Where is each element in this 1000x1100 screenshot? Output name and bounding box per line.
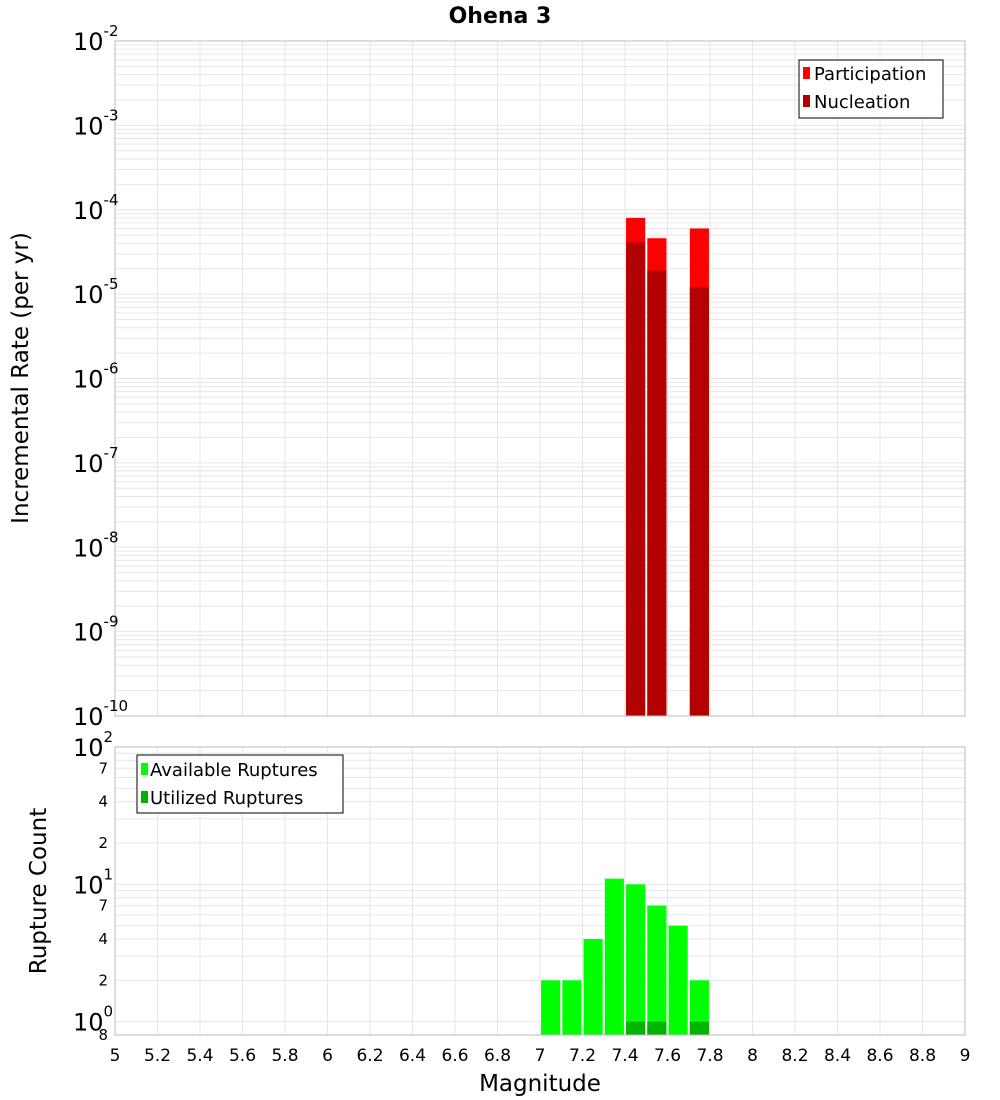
- bottom-y-minor-tick-label: 7: [98, 759, 108, 777]
- bottom-bars: [541, 878, 709, 1035]
- bottom-y-major-tick-label: 100: [73, 1003, 113, 1037]
- nucleation-bar: [689, 287, 709, 716]
- top-y-tick-label: 10-2: [73, 22, 119, 56]
- top-y-tick-label: 10-4: [73, 191, 119, 225]
- available-ruptures-bar: [583, 939, 603, 1035]
- x-tick-label: 7.4: [611, 1046, 638, 1066]
- x-tick-label: 5.6: [229, 1046, 256, 1066]
- x-tick-label: 7.8: [696, 1046, 723, 1066]
- top-bars: [626, 217, 709, 716]
- x-tick-label: 5.4: [186, 1046, 213, 1066]
- x-tick-label: 8.6: [866, 1046, 893, 1066]
- available-ruptures-bar: [604, 878, 624, 1035]
- x-axis-label: Magnitude: [479, 1071, 601, 1097]
- bottom-y-major-tick-label: 101: [73, 865, 113, 899]
- bottom-y-minor-tick-label: 7: [98, 897, 108, 915]
- utilized-ruptures-bar: [689, 1021, 709, 1035]
- top-y-tick-label: 10-8: [73, 528, 119, 562]
- x-tick-label: 6.2: [356, 1046, 383, 1066]
- nucleation-bar: [626, 242, 646, 716]
- x-tick-label: 5.8: [271, 1046, 298, 1066]
- legend-swatch-participation: [803, 67, 810, 79]
- x-ticks: 5 5.2 5.4 5.6 5.8 6 6.2 6.4 6.6 6.8 7 7.2 7.4 7.6 7.8 8…: [110, 1046, 971, 1066]
- bottom-y-minor-tick-label: 2: [98, 971, 108, 989]
- top-y-tick-label: 10-6: [73, 360, 119, 394]
- top-y-ticks: 10-2 10-3 10-4 10-5 10-6 10-7 10-8 10-9 10-10: [73, 22, 128, 731]
- legend-label-available: Available Ruptures: [150, 760, 318, 781]
- legend-label-nucleation: Nucleation: [814, 92, 910, 113]
- bottom-y-major-tick-label: 102: [73, 728, 113, 762]
- bottom-y-minor-tick-label: 4: [98, 930, 108, 948]
- available-ruptures-bar: [689, 980, 709, 1035]
- top-y-axis-label: Incremental Rate (per yr): [8, 232, 34, 524]
- x-tick-label: 9: [960, 1046, 971, 1066]
- available-ruptures-bar: [668, 925, 688, 1035]
- x-tick-label: 7: [535, 1046, 546, 1066]
- nucleation-bar: [647, 270, 667, 716]
- bottom-legend-box: [136, 754, 344, 814]
- chart-title: Ohena 3: [449, 4, 552, 29]
- x-tick-label: 7.6: [654, 1046, 681, 1066]
- top-plot-frame: [114, 40, 966, 717]
- top-grid: [114, 41, 966, 717]
- utilized-ruptures-bar: [626, 1021, 646, 1035]
- bottom-plot-frame: [114, 746, 966, 1036]
- available-ruptures-bar: [541, 980, 561, 1035]
- bottom-y-minor-tick-label: 8: [98, 1026, 108, 1044]
- legend-swatch-available: [141, 763, 148, 775]
- x-tick-label: 7.2: [569, 1046, 596, 1066]
- top-legend-box: [798, 59, 944, 119]
- top-legend: Participation Nucleation: [798, 59, 944, 119]
- utilized-ruptures-bar: [647, 1021, 667, 1035]
- x-tick-label: 6.6: [441, 1046, 468, 1066]
- legend-swatch-utilized: [141, 791, 148, 803]
- x-tick-label: 8.8: [909, 1046, 936, 1066]
- legend-label-participation: Participation: [814, 64, 926, 85]
- x-tick-label: 6.8: [484, 1046, 511, 1066]
- x-tick-label: 6.4: [399, 1046, 426, 1066]
- top-y-tick-label: 10-10: [73, 697, 128, 731]
- top-y-tick-label: 10-9: [73, 613, 119, 647]
- bottom-y-minor-tick-label: 4: [98, 793, 108, 811]
- bottom-legend: Available Ruptures Utilized Ruptures: [136, 754, 344, 814]
- top-y-tick-label: 10-5: [73, 275, 119, 309]
- x-tick-label: 8: [747, 1046, 758, 1066]
- available-ruptures-bar: [562, 980, 582, 1035]
- x-tick-label: 8.2: [781, 1046, 808, 1066]
- x-tick-label: 6: [322, 1046, 333, 1066]
- available-ruptures-bar: [626, 884, 646, 1035]
- bottom-y-ticks: 102 101 100 7 4 2 7 4 2 8: [73, 728, 113, 1044]
- bottom-y-axis-label: Rupture Count: [26, 808, 52, 974]
- x-tick-label: 5.2: [144, 1046, 171, 1066]
- legend-label-utilized: Utilized Ruptures: [150, 788, 303, 809]
- top-y-tick-label: 10-7: [73, 444, 119, 478]
- x-tick-label: 5: [110, 1046, 121, 1066]
- bottom-y-minor-tick-label: 2: [98, 834, 108, 852]
- legend-swatch-nucleation: [803, 95, 810, 107]
- x-tick-label: 8.4: [824, 1046, 851, 1066]
- available-ruptures-bar: [647, 905, 667, 1035]
- top-y-tick-label: 10-3: [73, 106, 119, 140]
